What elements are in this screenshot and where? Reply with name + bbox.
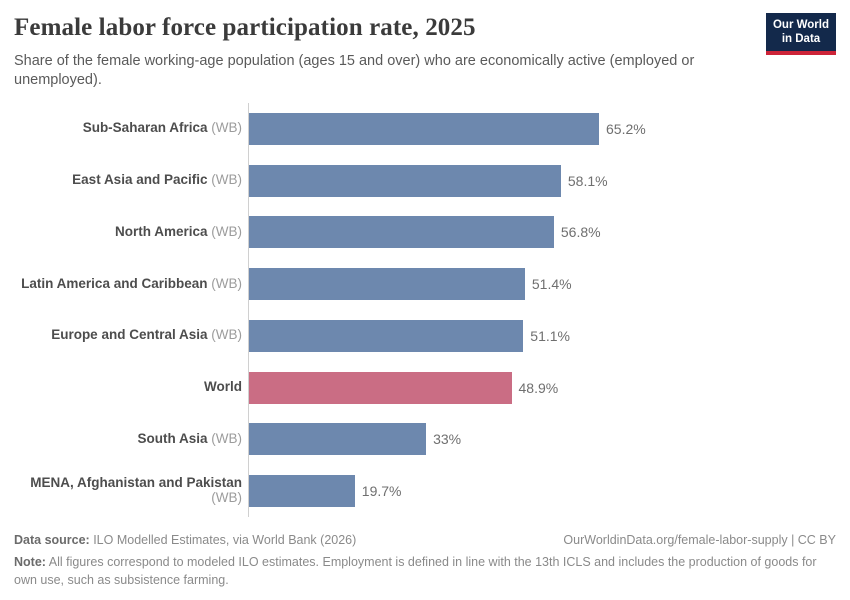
bar-zone: 51.4% (248, 258, 850, 310)
category-label[interactable]: Latin America and Caribbean (WB) (0, 275, 248, 292)
category-suffix: (WB) (211, 223, 242, 239)
category-name: South Asia (137, 430, 208, 446)
category-suffix: (WB) (211, 120, 242, 136)
value-label: 48.9% (518, 379, 559, 396)
bar-zone: 65.2% (248, 103, 850, 155)
bar-row: South Asia (WB) 33% (0, 414, 850, 466)
category-name: East Asia and Pacific (72, 172, 208, 188)
bar-row: MENA, Afghanistan and Pakistan (WB) 19.7… (0, 465, 850, 517)
bar[interactable] (249, 164, 561, 197)
category-label[interactable]: Sub-Saharan Africa (WB) (0, 121, 248, 136)
bar[interactable] (249, 423, 427, 456)
chart-header: Female labor force participation rate, 2… (0, 0, 850, 103)
category-name: MENA, Afghanistan and Pakistan (30, 475, 242, 491)
category-suffix: (WB) (211, 430, 242, 446)
bar-zone: 58.1% (248, 155, 850, 207)
bar-zone: 48.9% (248, 362, 850, 414)
value-label: 19.7% (361, 483, 402, 500)
owid-logo[interactable]: Our World in Data (766, 13, 836, 55)
category-suffix: (WB) (211, 327, 242, 343)
bar-zone: 19.7% (248, 465, 850, 517)
bar-zone: 51.1% (248, 310, 850, 362)
bar-row: World 48.9% (0, 362, 850, 414)
bar-zone: 33% (248, 414, 850, 466)
value-label: 33% (433, 431, 462, 448)
category-suffix: (WB) (211, 275, 242, 291)
owid-logo-line2: in Data (781, 33, 821, 46)
source-row: Data source: ILO Modelled Estimates, via… (14, 533, 836, 547)
bar-zone: 56.8% (248, 207, 850, 259)
bar-row: Europe and Central Asia (WB) 51.1% (0, 310, 850, 362)
data-source: Data source: ILO Modelled Estimates, via… (14, 533, 356, 547)
category-name: North America (114, 223, 208, 239)
bar-chart: Sub-Saharan Africa (WB) 65.2% East Asia … (0, 103, 850, 517)
category-label[interactable]: MENA, Afghanistan and Pakistan (WB) (0, 475, 248, 506)
bar-rows: Sub-Saharan Africa (WB) 65.2% East Asia … (0, 103, 850, 517)
bar[interactable] (249, 475, 355, 508)
value-label: 58.1% (567, 172, 608, 189)
category-name: Sub-Saharan Africa (82, 120, 208, 136)
bar-row: Latin America and Caribbean (WB) 51.4% (0, 258, 850, 310)
category-label[interactable]: South Asia (WB) (0, 430, 248, 447)
data-source-label: Data source: (14, 533, 90, 547)
y-axis-line (248, 103, 249, 517)
category-name: Europe and Central Asia (51, 327, 208, 343)
bar-row: East Asia and Pacific (WB) 58.1% (0, 155, 850, 207)
note: Note: All figures correspond to modeled … (14, 553, 836, 589)
value-label: 51.4% (531, 276, 572, 293)
chart-title: Female labor force participation rate, 2… (14, 14, 476, 41)
bar[interactable] (249, 371, 512, 404)
bar[interactable] (249, 216, 554, 249)
chart-subtitle: Share of the female working-age populati… (14, 52, 695, 89)
attribution-link[interactable]: OurWorldinData.org/female-labor-supply |… (563, 533, 836, 547)
value-label: 65.2% (606, 120, 646, 137)
bar[interactable] (249, 112, 599, 145)
value-label: 56.8% (560, 224, 601, 241)
category-label[interactable]: Europe and Central Asia (WB) (0, 328, 248, 343)
category-label[interactable]: North America (WB) (0, 223, 248, 240)
note-label: Note: (14, 555, 46, 569)
category-label[interactable]: World (0, 379, 248, 395)
value-label: 51.1% (530, 327, 570, 344)
bar-row: North America (WB) 56.8% (0, 207, 850, 259)
chart-footer: Data source: ILO Modelled Estimates, via… (0, 533, 850, 589)
data-source-text: ILO Modelled Estimates, via World Bank (… (89, 533, 357, 547)
category-name: World (204, 379, 242, 395)
bar[interactable] (249, 319, 524, 352)
category-label[interactable]: East Asia and Pacific (WB) (0, 172, 248, 188)
note-text: All figures correspond to modeled ILO es… (14, 555, 817, 588)
bar[interactable] (249, 268, 525, 301)
owid-logo-line1: Our World (772, 19, 829, 31)
category-suffix: (WB) (211, 172, 242, 188)
category-name: Latin America and Caribbean (21, 275, 208, 291)
category-suffix: (WB) (211, 490, 242, 506)
bar-row: Sub-Saharan Africa (WB) 65.2% (0, 103, 850, 155)
